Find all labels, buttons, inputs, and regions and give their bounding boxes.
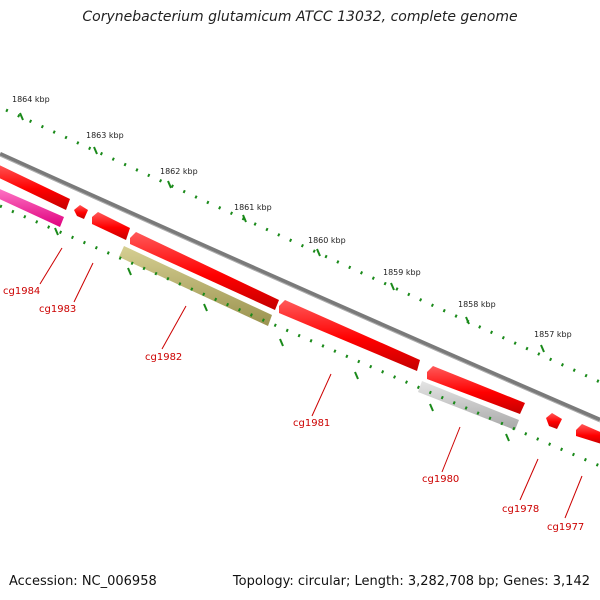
gene-block-cg1978[interactable]: [546, 413, 562, 429]
major-ticks-inner: [54, 227, 510, 442]
gene-label-cg1983[interactable]: cg1983: [39, 304, 76, 315]
major-ticks-outer: [19, 112, 545, 353]
inner-tick-track: [0, 204, 600, 468]
gene-block-cg1982-upper[interactable]: [130, 232, 279, 310]
gene-label-cg1982[interactable]: cg1982: [145, 352, 182, 363]
gene-label-cg1980[interactable]: cg1980: [422, 474, 459, 485]
gene-block-cg1981[interactable]: [279, 300, 420, 371]
label-leaders: [39, 247, 583, 519]
map-title: Corynebacterium glutamicum ATCC 13032, c…: [82, 9, 518, 25]
scale-label-1863: 1863 kbp: [86, 131, 124, 140]
outer-tick-track: [5, 108, 600, 384]
gene-block-cg1980-upper[interactable]: [427, 366, 525, 414]
gene-label-cg1977[interactable]: cg1977: [547, 522, 584, 533]
gene-block-cg1977[interactable]: [576, 424, 600, 445]
gene-label-cg1981[interactable]: cg1981: [293, 418, 330, 429]
gene-block-olive[interactable]: [119, 246, 272, 326]
gene-label-cg1984[interactable]: cg1984: [3, 286, 40, 297]
genome-backbone: [0, 151, 600, 423]
scale-label-1860: 1860 kbp: [308, 236, 346, 245]
scale-label-1861: 1861 kbp: [234, 203, 272, 212]
gene-block-cg1983-small[interactable]: [74, 205, 88, 219]
scale-label-1864: 1864 kbp: [12, 95, 50, 104]
accession-text: Accession: NC_006958: [9, 574, 157, 589]
gene-label-cg1978[interactable]: cg1978: [502, 504, 539, 515]
scale-label-1859: 1859 kbp: [383, 268, 421, 277]
scale-label-1858: 1858 kbp: [458, 300, 496, 309]
forward-genes: [0, 163, 600, 445]
gene-block-magenta[interactable]: [0, 187, 64, 227]
gene-block-gray[interactable]: [418, 381, 519, 430]
gene-block-cg1983[interactable]: [92, 212, 130, 240]
scale-label-1862: 1862 kbp: [160, 167, 198, 176]
gene-block-cg1984[interactable]: [0, 163, 70, 210]
scale-label-1857: 1857 kbp: [534, 330, 572, 339]
summary-text: Topology: circular; Length: 3,282,708 bp…: [232, 574, 590, 589]
